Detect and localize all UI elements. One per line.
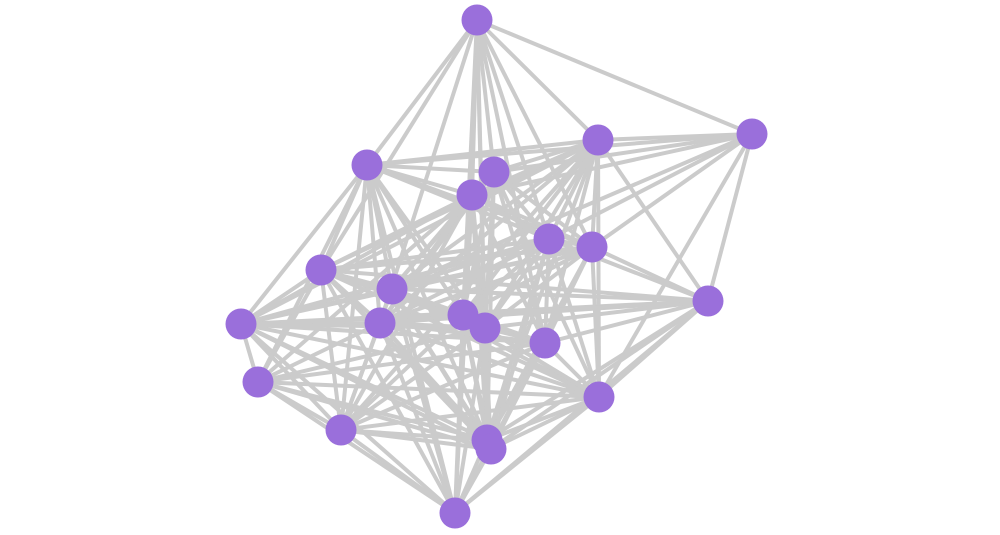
- node-n6[interactable]: [533, 223, 565, 255]
- node-n0[interactable]: [461, 4, 493, 36]
- edge-n1-n6: [548, 132, 753, 241]
- edge-n12-n17: [379, 321, 600, 399]
- edge-n4-n7: [492, 170, 594, 249]
- node-n12[interactable]: [364, 307, 396, 339]
- edge-n17-n18: [340, 395, 600, 432]
- edge-n2-n4: [493, 138, 599, 174]
- edge-n9-n11: [240, 287, 393, 326]
- edge-n10-n15: [544, 299, 709, 345]
- edge-n11-n13: [240, 313, 464, 326]
- edge-n5-n7: [471, 193, 593, 249]
- node-n16[interactable]: [242, 366, 274, 398]
- edge-n10-n13: [462, 299, 709, 317]
- node-n9[interactable]: [376, 273, 408, 305]
- edge-n10-n14: [484, 299, 709, 330]
- node-n21[interactable]: [439, 497, 471, 529]
- edge-n15-n16: [257, 341, 546, 384]
- edge-n9-n10: [391, 287, 709, 303]
- edge-n5-n11: [240, 193, 473, 326]
- edge-n9-n17: [391, 287, 600, 399]
- edge-n14-n17: [483, 326, 601, 399]
- node-n2[interactable]: [582, 124, 614, 156]
- nodes-layer: [225, 4, 768, 529]
- edge-n14-n21: [453, 327, 487, 514]
- edge-n5-n15: [470, 194, 547, 344]
- edge-n2-n3: [366, 138, 599, 167]
- node-n4[interactable]: [478, 156, 510, 188]
- edge-n12-n18: [339, 322, 382, 431]
- node-n8[interactable]: [305, 254, 337, 286]
- edge-n1-n5: [471, 132, 753, 197]
- edge-n12-n20: [378, 321, 493, 451]
- edge-n2-n10: [596, 138, 710, 303]
- node-n14[interactable]: [469, 312, 501, 344]
- edge-n1-n7: [590, 132, 754, 249]
- edge-n12-n16: [257, 321, 381, 384]
- edge-n16-n17: [257, 380, 600, 399]
- edge-n0-n1: [476, 18, 753, 136]
- edge-n0-n4: [475, 19, 496, 173]
- edge-n1-n10: [706, 133, 754, 302]
- edge-n18-n21: [339, 428, 457, 515]
- edge-n8-n11: [239, 268, 323, 326]
- node-n15[interactable]: [529, 327, 561, 359]
- node-n18[interactable]: [325, 414, 357, 446]
- edge-n18-n20: [340, 428, 492, 451]
- edge-n0-n8: [319, 18, 479, 272]
- node-n20[interactable]: [475, 433, 507, 465]
- edge-n7-n10: [591, 245, 709, 303]
- edge-n12-n21: [378, 322, 457, 514]
- node-n11[interactable]: [225, 308, 257, 340]
- edge-n17-n21: [453, 395, 601, 515]
- edge-n0-n3: [365, 18, 479, 167]
- node-n1[interactable]: [736, 118, 768, 150]
- edge-n3-n11: [239, 163, 369, 326]
- edge-n0-n2: [475, 18, 600, 142]
- edge-n14-n16: [257, 326, 486, 384]
- edge-n7-n13: [462, 245, 593, 317]
- node-n10[interactable]: [692, 285, 724, 317]
- node-n3[interactable]: [351, 149, 383, 181]
- node-n5[interactable]: [456, 179, 488, 211]
- edge-n17-n20: [490, 395, 600, 451]
- edge-n3-n4: [366, 163, 495, 174]
- node-n17[interactable]: [583, 381, 615, 413]
- node-n7[interactable]: [576, 231, 608, 263]
